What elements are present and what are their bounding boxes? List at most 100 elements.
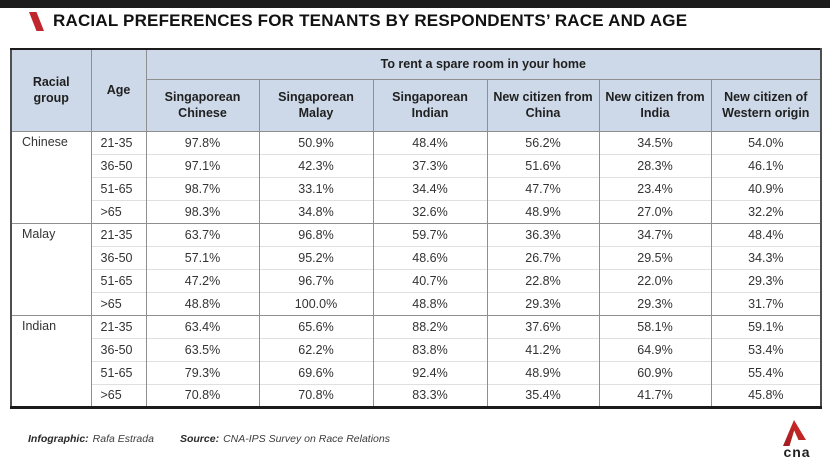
preferences-table: Racial group Age To rent a spare room in… [10, 48, 823, 409]
title-row: RACIAL PREFERENCES FOR TENANTS BY RESPON… [28, 11, 687, 31]
value-cell: 37.3% [372, 153, 488, 177]
value-cell: 56.2% [486, 130, 600, 154]
value-cell: 41.2% [486, 337, 600, 361]
value-cell: 63.7% [145, 222, 260, 246]
value-cell: 53.4% [710, 337, 822, 361]
value-cell: 40.7% [372, 268, 488, 292]
value-cell: 36.3% [486, 222, 600, 246]
value-cell: 65.6% [258, 314, 374, 338]
span-header: To rent a spare room in your home [145, 48, 822, 80]
value-cell: 83.3% [372, 383, 488, 407]
value-cell: 33.1% [258, 176, 374, 200]
value-cell: 48.4% [372, 130, 488, 154]
value-cell: 32.2% [710, 199, 822, 223]
value-cell: 29.3% [486, 291, 600, 315]
value-cell: 29.3% [598, 291, 712, 315]
table-row: 36-50 63.5% 62.2% 83.8% 41.2% 64.9% 53.4% [11, 337, 822, 361]
value-cell: 95.2% [258, 245, 374, 269]
value-cell: 70.8% [145, 383, 260, 407]
value-cell: 79.3% [145, 360, 260, 384]
value-cell: 96.7% [258, 268, 374, 292]
age-cell: >65 [90, 291, 147, 315]
value-cell: 88.2% [372, 314, 488, 338]
source-credit: Source: CNA-IPS Survey on Race Relations [180, 433, 390, 445]
table-row: >65 70.8% 70.8% 83.3% 35.4% 41.7% 45.8% [11, 383, 822, 407]
table-row: 36-50 57.1% 95.2% 48.6% 26.7% 29.5% 34.3% [11, 245, 822, 269]
source-label: Source: [179, 433, 220, 445]
age-cell: 21-35 [90, 130, 147, 154]
racial-group-cell: Malay [10, 222, 92, 315]
footer-credits: Infographic: Rafa Estrada Source: CNA-IPS … [28, 433, 390, 445]
table-row: >65 98.3% 34.8% 32.6% 48.9% 27.0% 32.2% [11, 199, 822, 223]
value-cell: 59.1% [710, 314, 822, 338]
value-cell: 27.0% [598, 199, 712, 223]
column-header: New citizen from China [486, 78, 600, 132]
value-cell: 34.5% [598, 130, 712, 154]
value-cell: 63.4% [145, 314, 260, 338]
age-cell: 36-50 [90, 153, 147, 177]
racial-group-header: Racial group [10, 48, 92, 132]
age-cell: 21-35 [90, 314, 147, 338]
value-cell: 26.7% [486, 245, 600, 269]
value-cell: 37.6% [486, 314, 600, 338]
age-cell: 36-50 [90, 245, 147, 269]
table-row: 51-65 98.7% 33.1% 34.4% 47.7% 23.4% 40.9% [11, 176, 822, 200]
infographic-label: Infographic: [28, 433, 89, 445]
age-cell: 51-65 [90, 360, 147, 384]
value-cell: 34.3% [710, 245, 822, 269]
value-cell: 22.0% [598, 268, 712, 292]
value-cell: 62.2% [258, 337, 374, 361]
cna-logo-text: cna [783, 444, 811, 460]
value-cell: 50.9% [258, 130, 374, 154]
column-header: Singaporean Chinese [145, 78, 260, 132]
cna-logo-icon [783, 420, 806, 446]
table-row: 51-65 47.2% 96.7% 40.7% 22.8% 22.0% 29.3% [11, 268, 822, 292]
top-bar [0, 0, 830, 8]
age-cell: 21-35 [90, 222, 147, 246]
cna-chevron-icon [29, 11, 44, 31]
column-header: Singaporean Indian [372, 78, 488, 132]
value-cell: 41.7% [598, 383, 712, 407]
column-header: Singaporean Malay [258, 78, 374, 132]
table-row: Chinese 21-35 97.8% 50.9% 48.4% 56.2% 34.5% 54.… [10, 130, 822, 223]
age-cell: 51-65 [90, 268, 147, 292]
value-cell: 34.7% [598, 222, 712, 246]
infographic-credit: Infographic: Rafa Estrada [28, 433, 154, 445]
value-cell: 58.1% [598, 314, 712, 338]
age-cell: >65 [90, 383, 147, 407]
table-body: Chinese 21-35 97.8% 50.9% 48.4% 56.2% 34.5% 54.… [10, 130, 822, 407]
table-row: 36-50 97.1% 42.3% 37.3% 51.6% 28.3% 46.1% [11, 153, 822, 177]
value-cell: 98.3% [145, 199, 260, 223]
column-header-row: Singaporean Chinese Singaporean Malay Sing… [11, 78, 822, 132]
value-cell: 31.7% [710, 291, 822, 315]
value-cell: 48.9% [486, 199, 600, 223]
value-cell: 55.4% [710, 360, 822, 384]
value-cell: 83.8% [372, 337, 488, 361]
value-cell: 64.9% [598, 337, 712, 361]
racial-group-cell: Indian [10, 314, 92, 407]
age-cell: >65 [90, 199, 147, 223]
value-cell: 28.3% [598, 153, 712, 177]
value-cell: 34.4% [372, 176, 488, 200]
value-cell: 97.1% [145, 153, 260, 177]
table-row: Indian 21-35 63.4% 65.6% 88.2% 37.6% 58.1% 59.1… [10, 314, 822, 407]
value-cell: 48.9% [486, 360, 600, 384]
value-cell: 100.0% [258, 291, 374, 315]
column-header: New citizen of Western origin [710, 78, 822, 132]
value-cell: 70.8% [258, 383, 374, 407]
value-cell: 45.8% [710, 383, 822, 407]
value-cell: 29.3% [710, 268, 822, 292]
value-cell: 51.6% [486, 153, 600, 177]
value-cell: 48.6% [372, 245, 488, 269]
value-cell: 59.7% [372, 222, 488, 246]
cna-logo: cna [775, 419, 819, 459]
value-cell: 29.5% [598, 245, 712, 269]
value-cell: 34.8% [258, 199, 374, 223]
value-cell: 57.1% [145, 245, 260, 269]
table-row: >65 48.8% 100.0% 48.8% 29.3% 29.3% 31.7% [11, 291, 822, 315]
age-header: Age [90, 48, 147, 132]
value-cell: 98.7% [145, 176, 260, 200]
value-cell: 23.4% [598, 176, 712, 200]
value-cell: 48.8% [145, 291, 260, 315]
page-title: RACIAL PREFERENCES FOR TENANTS BY RESPON… [53, 11, 688, 30]
